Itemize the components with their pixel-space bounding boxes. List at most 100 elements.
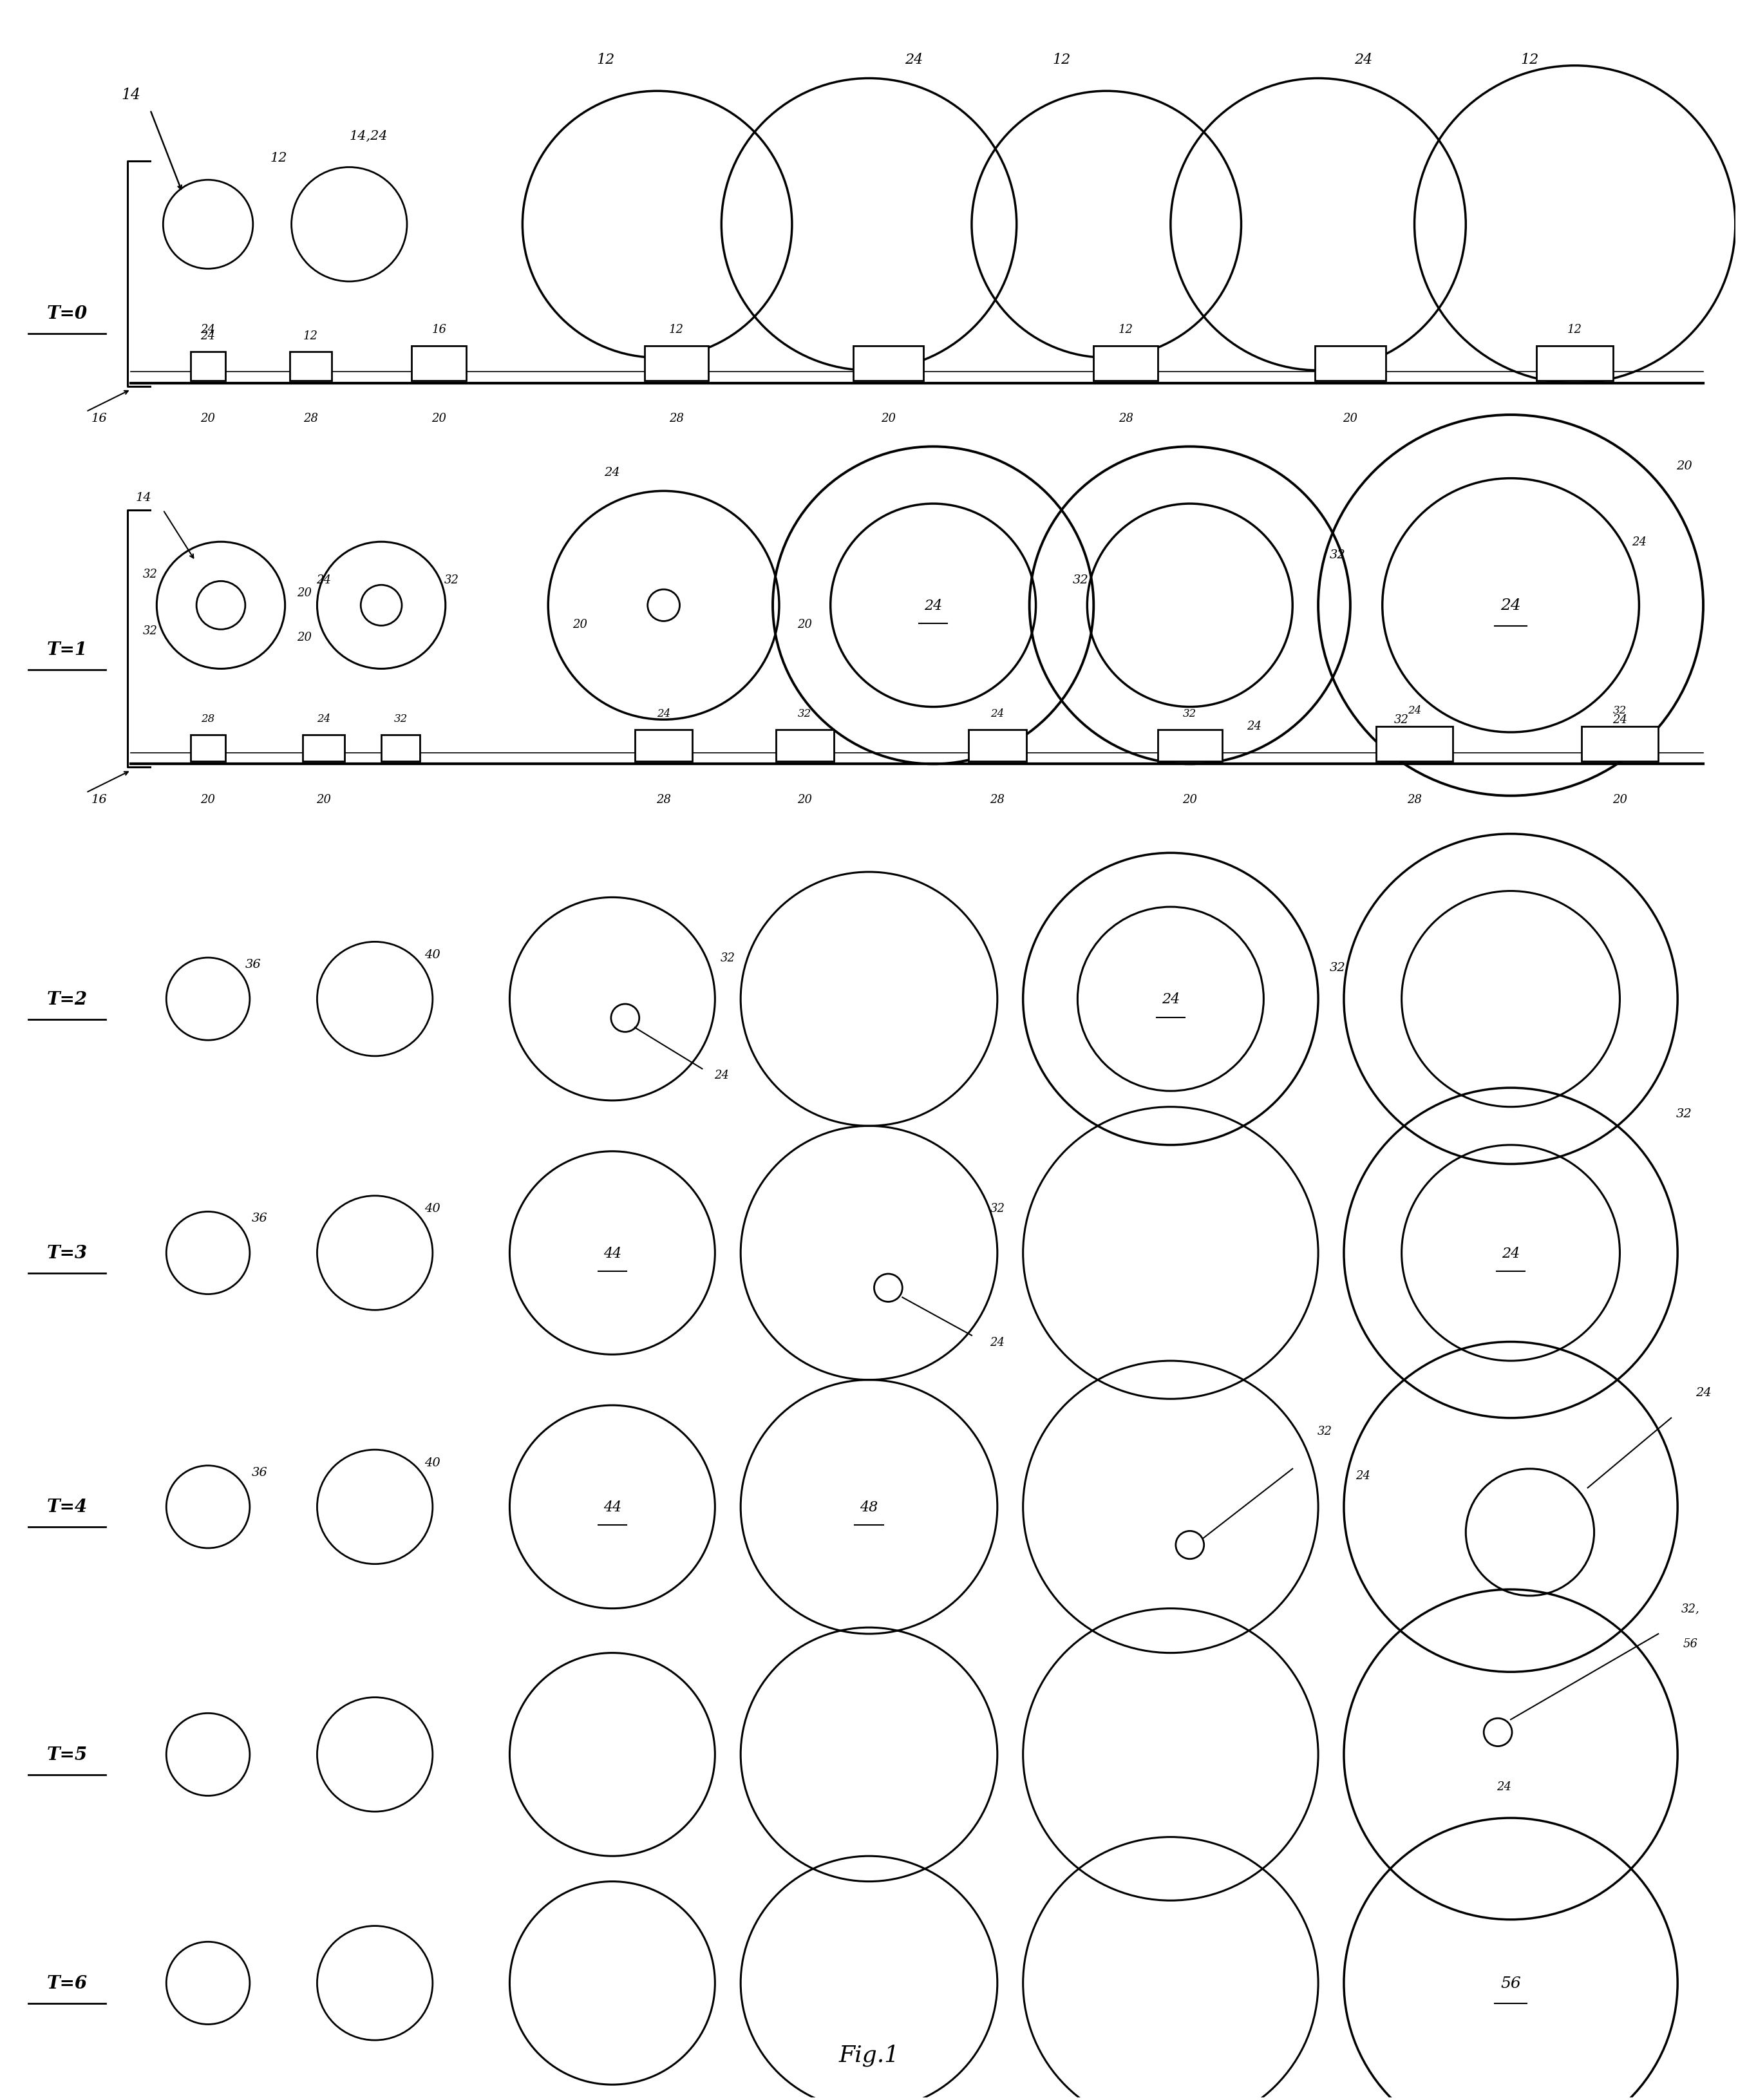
Text: 16: 16 <box>90 412 108 424</box>
Text: 24: 24 <box>657 708 671 718</box>
Text: 24: 24 <box>905 53 923 67</box>
Text: 12: 12 <box>304 330 318 342</box>
Text: 32,: 32, <box>1681 1602 1700 1615</box>
Text: 32: 32 <box>395 714 407 724</box>
Text: 20: 20 <box>1675 460 1693 473</box>
Text: 12: 12 <box>1118 323 1133 336</box>
Bar <box>1093 347 1158 380</box>
Bar <box>191 353 226 380</box>
Text: 12: 12 <box>1521 53 1540 67</box>
Text: 56: 56 <box>1682 1638 1698 1648</box>
Text: 48: 48 <box>860 1499 878 1514</box>
Text: 12: 12 <box>596 53 615 67</box>
Bar <box>412 347 466 380</box>
Text: 20: 20 <box>297 588 311 598</box>
Text: T=6: T=6 <box>47 1974 87 1991</box>
Bar <box>381 735 421 762</box>
Text: 32: 32 <box>1184 708 1197 718</box>
Text: 20: 20 <box>798 794 812 804</box>
Text: 20: 20 <box>431 412 447 424</box>
Text: 16: 16 <box>90 794 108 804</box>
Text: 24: 24 <box>1695 1386 1712 1399</box>
Bar <box>1582 727 1658 762</box>
Text: 24: 24 <box>1354 53 1373 67</box>
Bar <box>191 735 226 762</box>
Text: 24: 24 <box>200 330 216 342</box>
Text: 28: 28 <box>669 412 683 424</box>
Bar <box>775 731 834 762</box>
Text: 24: 24 <box>714 1069 728 1082</box>
Text: 14: 14 <box>136 491 151 504</box>
Text: T=3: T=3 <box>47 1245 87 1262</box>
Text: 36: 36 <box>252 1466 268 1478</box>
Text: 28: 28 <box>202 714 216 724</box>
Text: 12: 12 <box>669 323 683 336</box>
Text: 20: 20 <box>881 412 895 424</box>
Text: 44: 44 <box>603 1245 622 1260</box>
Text: 14: 14 <box>122 88 141 103</box>
Text: 24: 24 <box>316 714 330 724</box>
Bar <box>290 353 332 380</box>
Text: 32: 32 <box>1675 1107 1693 1119</box>
Text: 40: 40 <box>424 1457 441 1468</box>
Text: 20: 20 <box>1613 794 1627 804</box>
Text: T=2: T=2 <box>47 991 87 1008</box>
Text: 24: 24 <box>1500 598 1521 613</box>
Text: 32: 32 <box>1330 962 1345 972</box>
Text: 24: 24 <box>991 708 1005 718</box>
Text: 24: 24 <box>1246 720 1262 733</box>
Bar <box>968 731 1025 762</box>
Text: 32: 32 <box>445 575 459 586</box>
Text: 14,24: 14,24 <box>349 130 388 143</box>
Text: 32: 32 <box>143 569 158 580</box>
Text: 24: 24 <box>1632 536 1646 548</box>
Text: 44: 44 <box>603 1499 622 1514</box>
Text: 20: 20 <box>200 412 216 424</box>
Text: 32: 32 <box>1330 548 1345 561</box>
Text: 24: 24 <box>1161 991 1180 1006</box>
Text: 20: 20 <box>316 794 330 804</box>
Text: 28: 28 <box>657 794 671 804</box>
Text: 24: 24 <box>605 466 620 479</box>
Bar <box>645 347 709 380</box>
Text: 32: 32 <box>143 626 158 636</box>
Text: 24: 24 <box>316 575 330 586</box>
Text: 28: 28 <box>1118 412 1133 424</box>
Text: 12: 12 <box>1053 53 1071 67</box>
Bar <box>1536 347 1613 380</box>
Text: 24: 24 <box>1502 1245 1519 1260</box>
Text: 28: 28 <box>1408 794 1422 804</box>
Text: 36: 36 <box>252 1212 268 1224</box>
Text: 24: 24 <box>1496 1781 1512 1791</box>
Bar <box>1158 731 1222 762</box>
Text: 20: 20 <box>798 620 812 630</box>
Bar <box>634 731 692 762</box>
Text: 12: 12 <box>269 151 287 164</box>
Text: 28: 28 <box>304 412 318 424</box>
Text: 20: 20 <box>200 794 216 804</box>
Text: 24: 24 <box>1613 714 1627 727</box>
Text: 32: 32 <box>1394 714 1410 727</box>
Text: 28: 28 <box>991 794 1005 804</box>
Text: 32: 32 <box>1613 706 1627 716</box>
Text: 32: 32 <box>721 951 735 964</box>
Text: 24: 24 <box>1408 706 1422 716</box>
Text: 56: 56 <box>1500 1976 1521 1991</box>
Text: 20: 20 <box>1343 412 1357 424</box>
Text: 24: 24 <box>991 1336 1005 1348</box>
Bar <box>1376 727 1453 762</box>
Text: 24: 24 <box>925 598 942 613</box>
Text: 32: 32 <box>991 1203 1005 1214</box>
Bar <box>853 347 923 380</box>
Text: 36: 36 <box>245 958 261 970</box>
Bar <box>302 735 344 762</box>
Text: 32: 32 <box>798 708 812 718</box>
Text: T=0: T=0 <box>47 304 87 323</box>
Text: Fig.1: Fig.1 <box>839 2043 899 2066</box>
Text: T=5: T=5 <box>47 1745 87 1764</box>
Text: 32: 32 <box>1072 575 1088 586</box>
Text: 24: 24 <box>200 323 216 336</box>
Text: 20: 20 <box>574 620 587 630</box>
Text: 20: 20 <box>1182 794 1197 804</box>
Text: 32: 32 <box>1317 1426 1331 1436</box>
